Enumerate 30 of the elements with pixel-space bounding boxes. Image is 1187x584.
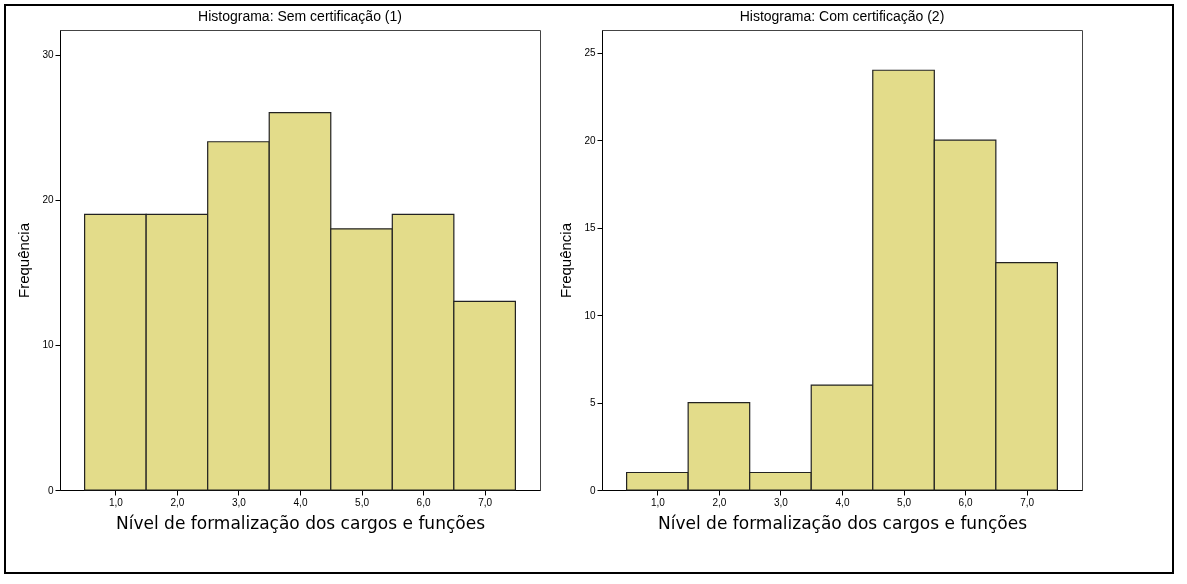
x-tick-label: 1,0 — [108, 496, 124, 508]
y-tick-label: 25 — [584, 47, 596, 59]
x-tick-label: 2,0 — [170, 496, 185, 508]
x-axis-title: Nível de formalização dos cargos e funções — [658, 512, 1028, 533]
x-tick-label: 7,0 — [1020, 496, 1035, 508]
x-tick-label: 6,0 — [416, 496, 431, 508]
x-tick-label: 2,0 — [712, 496, 727, 508]
y-tick-label: 0 — [589, 484, 596, 496]
chart-title: Histograma: Com certificação (2) — [739, 8, 945, 24]
y-tick-label: 20 — [584, 134, 596, 146]
y-axis-title: Frequência — [557, 222, 575, 299]
x-tick-label: 7,0 — [478, 496, 493, 508]
y-tick-label: 10 — [584, 309, 596, 321]
x-tick-label: 6,0 — [958, 496, 973, 508]
x-tick-label: 4,0 — [835, 496, 850, 508]
chart-title: Histograma: Sem certificação (1) — [198, 8, 402, 24]
x-tick-label: 3,0 — [232, 496, 247, 508]
y-tick-label: 0 — [47, 484, 54, 496]
y-tick-label: 15 — [584, 222, 596, 234]
x-tick-label: 5,0 — [897, 496, 912, 508]
y-tick-label: 5 — [589, 397, 596, 409]
x-axis-title: Nível de formalização dos cargos e funções — [116, 512, 486, 533]
x-tick-label: 3,0 — [774, 496, 789, 508]
y-tick-label: 10 — [42, 339, 54, 351]
y-tick-label: 30 — [42, 49, 54, 61]
x-tick-label: 5,0 — [355, 496, 370, 508]
x-tick-label: 1,0 — [650, 496, 666, 508]
y-axis-title: Frequência — [15, 222, 33, 299]
y-tick-label: 20 — [42, 194, 54, 206]
x-tick-label: 4,0 — [293, 496, 308, 508]
